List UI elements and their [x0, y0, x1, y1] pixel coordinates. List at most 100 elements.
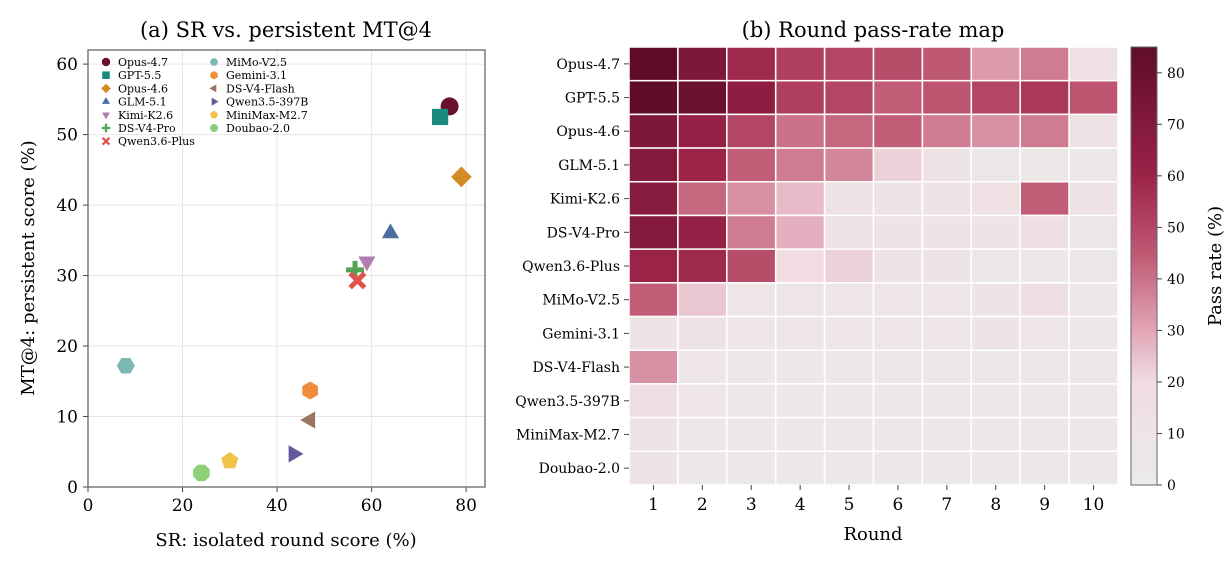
cell-opus-4-6-r10	[1068, 113, 1119, 149]
colorbar-tick-label: 10	[1167, 426, 1185, 442]
cell-doubao-2-0-r6	[872, 450, 924, 486]
column-label-10: 10	[1083, 495, 1105, 515]
cell-qwen3-6-plus-r6	[872, 248, 924, 284]
legend-marker-ds-v4-flash	[209, 84, 217, 93]
scatter-frame	[87, 49, 486, 488]
cell-doubao-2-0-r10	[1068, 450, 1119, 486]
cell-ds-v4-flash-r6	[872, 349, 924, 385]
cell-opus-4-6-r3	[726, 113, 777, 149]
cell-kimi-k2-6-r8	[970, 181, 1021, 217]
scatter-panel: (a) SR vs. persistent MT@4 0 20 40 60 80 0 10…	[18, 18, 486, 551]
cell-ds-v4-flash-r4	[774, 349, 826, 385]
point-doubao-2-0	[193, 464, 210, 482]
column-label-8: 8	[990, 495, 1001, 515]
point-gemini-3-1	[302, 381, 318, 400]
legend-marker-qwen3-5-397b	[211, 97, 219, 106]
y-tick-label: 0	[67, 478, 78, 498]
cell-opus-4-7-r6	[872, 46, 924, 82]
colorbar-tick-label: 60	[1167, 169, 1185, 185]
legend-marker-kimi-k2-6	[102, 112, 110, 120]
cell-ds-v4-pro-r3	[726, 214, 777, 250]
cell-opus-4-6-r8	[970, 113, 1021, 149]
cell-opus-4-6-r5	[823, 113, 875, 149]
cell-glm-5-1-r3	[726, 147, 777, 183]
cell-doubao-2-0-r4	[774, 450, 826, 486]
heatmap-title: (b) Round pass-rate map	[742, 18, 1005, 42]
cell-kimi-k2-6-r4	[774, 181, 826, 217]
row-label-opus-4-7: Opus-4.7	[556, 57, 620, 73]
cell-ds-v4-pro-r8	[970, 214, 1021, 250]
cell-kimi-k2-6-r3	[726, 181, 777, 217]
cell-gpt-5-5-r8	[970, 79, 1021, 116]
cell-doubao-2-0-r1	[628, 450, 679, 486]
cell-glm-5-1-r6	[872, 147, 924, 183]
cell-gemini-3-1-r6	[872, 315, 924, 351]
legend-marker-ds-v4-pro	[101, 123, 111, 133]
row-label-ds-v4-pro: DS-V4-Pro	[547, 225, 620, 241]
cell-glm-5-1-r10	[1068, 147, 1119, 183]
cell-qwen3-5-397b-r5	[823, 383, 875, 419]
cell-qwen3-6-plus-r5	[823, 248, 875, 284]
legend-label-qwen3-5-397b: Qwen3.5-397B	[226, 96, 308, 109]
scatter-y-label: MT@4: persistent score (%)	[18, 140, 39, 395]
cell-ds-v4-flash-r1	[628, 349, 679, 385]
cell-mimo-v2-5-r4	[774, 282, 826, 318]
cell-glm-5-1-r1	[628, 147, 679, 183]
cell-gpt-5-5-r7	[921, 79, 973, 116]
cell-opus-4-6-r9	[1019, 113, 1070, 149]
cell-ds-v4-pro-r6	[872, 214, 924, 250]
scatter-points	[116, 97, 472, 482]
legend-label-opus-4-6: Opus-4.6	[118, 82, 168, 95]
cell-qwen3-6-plus-r4	[774, 248, 826, 284]
legend-marker-gpt-5-5	[102, 71, 110, 79]
cell-minimax-m2-7-r4	[774, 416, 826, 453]
cell-ds-v4-pro-r2	[677, 214, 728, 250]
x-tick-label: 60	[361, 496, 383, 516]
legend-label-mimo-v2-5: MiMo-V2.5	[226, 56, 287, 69]
cell-gpt-5-5-r9	[1019, 79, 1070, 116]
colorbar-tick-label: 30	[1167, 323, 1185, 339]
column-label-4: 4	[795, 495, 806, 515]
cell-gpt-5-5-r6	[872, 79, 924, 116]
legend-label-opus-4-7: Opus-4.7	[118, 56, 168, 69]
x-tick-label: 40	[266, 496, 288, 516]
cell-qwen3-5-397b-r2	[677, 383, 728, 419]
cell-glm-5-1-r5	[823, 147, 875, 183]
column-label-3: 3	[746, 495, 757, 515]
cell-ds-v4-pro-r10	[1068, 214, 1119, 250]
row-label-ds-v4-flash: DS-V4-Flash	[532, 360, 620, 376]
cell-mimo-v2-5-r1	[628, 282, 679, 318]
cell-gemini-3-1-r3	[726, 315, 777, 351]
cell-opus-4-7-r7	[921, 46, 973, 82]
y-tick-label: 50	[56, 126, 78, 146]
legend-label-gpt-5-5: GPT-5.5	[118, 69, 161, 82]
cell-ds-v4-flash-r10	[1068, 349, 1119, 385]
cell-ds-v4-pro-r7	[921, 214, 973, 250]
row-label-qwen3-6-plus: Qwen3.6-Plus	[522, 259, 620, 275]
legend-label-gemini-3-1: Gemini-3.1	[226, 69, 287, 82]
cell-doubao-2-0-r5	[823, 450, 875, 486]
point-gpt-5-5	[432, 108, 449, 126]
cell-gemini-3-1-r8	[970, 315, 1021, 351]
cell-qwen3-5-397b-r3	[726, 383, 777, 419]
cell-gemini-3-1-r7	[921, 315, 973, 351]
y-tick-label: 40	[56, 196, 78, 216]
legend-label-ds-v4-flash: DS-V4-Flash	[226, 82, 295, 95]
row-label-opus-4-6: Opus-4.6	[556, 124, 620, 140]
point-qwen3-5-397b	[288, 445, 304, 463]
cell-ds-v4-pro-r5	[823, 214, 875, 250]
y-tick-label: 20	[56, 337, 78, 357]
row-label-kimi-k2-6: Kimi-K2.6	[550, 192, 620, 208]
point-opus-4-6	[451, 166, 472, 188]
scatter-x-label: SR: isolated round score (%)	[155, 530, 416, 551]
x-tick-label: 80	[455, 496, 477, 516]
cell-opus-4-6-r7	[921, 113, 973, 149]
legend-label-qwen3-6-plus: Qwen3.6-Plus	[118, 135, 195, 148]
cell-opus-4-7-r2	[677, 46, 728, 82]
cell-mimo-v2-5-r6	[872, 282, 924, 318]
cell-ds-v4-flash-r2	[677, 349, 728, 385]
cell-gemini-3-1-r5	[823, 315, 875, 351]
row-label-doubao-2-0: Doubao-2.0	[539, 461, 620, 477]
scatter-title: (a) SR vs. persistent MT@4	[140, 18, 432, 42]
row-label-mimo-v2-5: MiMo-V2.5	[542, 293, 620, 309]
